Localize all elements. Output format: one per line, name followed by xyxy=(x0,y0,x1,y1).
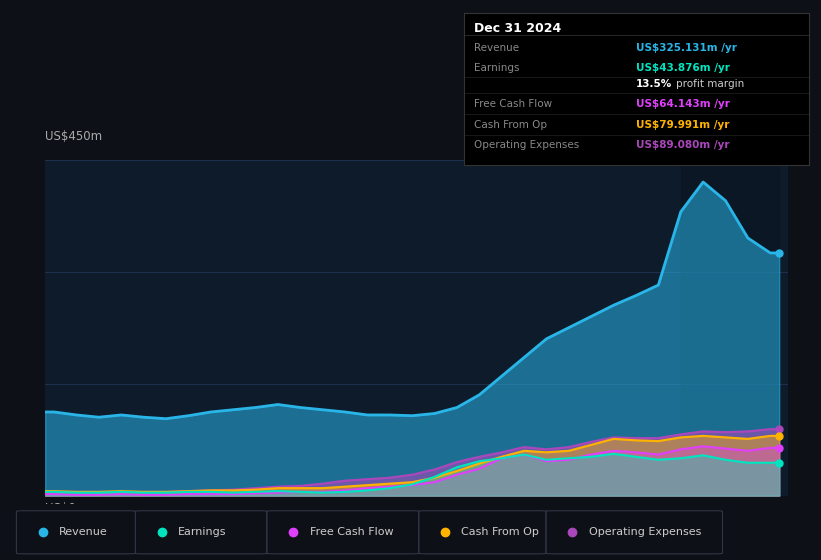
Text: Cash From Op: Cash From Op xyxy=(475,120,548,130)
Text: Cash From Op: Cash From Op xyxy=(461,527,539,537)
Text: 13.5%: 13.5% xyxy=(636,79,672,88)
Text: profit margin: profit margin xyxy=(676,79,744,88)
Text: Dec 31 2024: Dec 31 2024 xyxy=(475,22,562,35)
Text: US$325.131m /yr: US$325.131m /yr xyxy=(636,43,737,53)
Text: US$79.991m /yr: US$79.991m /yr xyxy=(636,120,730,130)
Text: US$43.876m /yr: US$43.876m /yr xyxy=(636,63,730,73)
Text: US$89.080m /yr: US$89.080m /yr xyxy=(636,141,730,151)
Text: Earnings: Earnings xyxy=(475,63,520,73)
Text: Earnings: Earnings xyxy=(178,527,227,537)
Text: US$64.143m /yr: US$64.143m /yr xyxy=(636,99,730,109)
Text: Operating Expenses: Operating Expenses xyxy=(475,141,580,151)
Text: Revenue: Revenue xyxy=(475,43,520,53)
Text: Revenue: Revenue xyxy=(59,527,108,537)
Text: Operating Expenses: Operating Expenses xyxy=(589,527,701,537)
Text: Free Cash Flow: Free Cash Flow xyxy=(310,527,393,537)
Bar xyxy=(681,160,779,496)
Text: US$0: US$0 xyxy=(45,502,76,515)
Text: US$450m: US$450m xyxy=(45,130,103,143)
Text: Free Cash Flow: Free Cash Flow xyxy=(475,99,553,109)
